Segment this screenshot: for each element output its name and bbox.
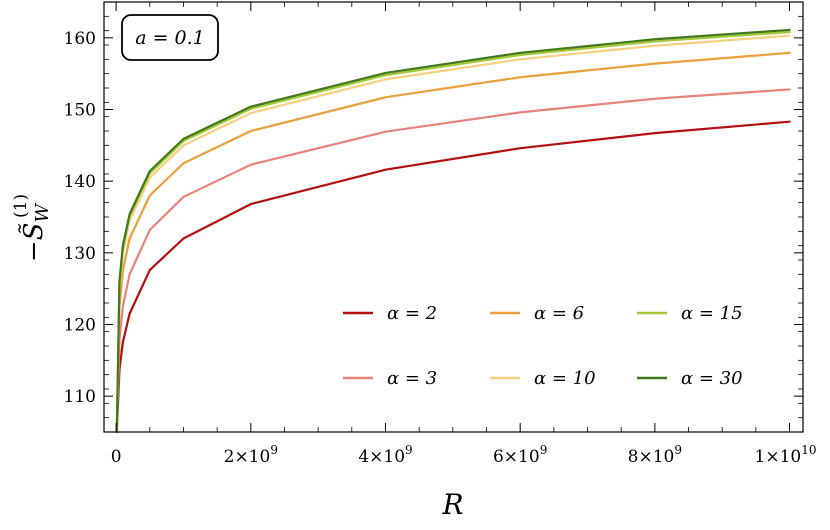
y-tick-label: 120 bbox=[64, 316, 96, 336]
annotation-text: a = 0.1 bbox=[135, 27, 205, 49]
series-line-1 bbox=[115, 120, 791, 434]
x-tick-label: 8×109 bbox=[628, 443, 682, 467]
legend: α = 2 α = 3 α = 6 α = 10 α = 15 α = 30 bbox=[343, 303, 743, 389]
y-axis-title-main: −S̃ bbox=[18, 223, 49, 263]
legend-entry-2: α = 3 bbox=[343, 368, 437, 389]
annotation-frame bbox=[121, 14, 219, 61]
y-axis-title: −S̃W(1) bbox=[11, 194, 53, 262]
x-tick-label: 4×109 bbox=[358, 443, 412, 467]
y-tick-label: 110 bbox=[64, 387, 96, 407]
annotation-box: a = 0.1 bbox=[121, 14, 219, 61]
legend-label: α = 3 bbox=[387, 368, 437, 389]
legend-label: α = 10 bbox=[534, 368, 596, 389]
legend-entry-5: α = 15 bbox=[637, 303, 743, 324]
legend-label: α = 6 bbox=[534, 303, 584, 324]
x-tick-label: 6×109 bbox=[493, 443, 547, 467]
y-tick-label: 160 bbox=[64, 29, 96, 49]
x-tick-label: 2×109 bbox=[224, 443, 278, 467]
series-curves bbox=[115, 28, 791, 434]
legend-entry-6: α = 30 bbox=[637, 368, 743, 389]
series-line-3 bbox=[115, 51, 791, 434]
y-axis-title-sup: (1) bbox=[11, 194, 31, 218]
series-line-2 bbox=[115, 88, 791, 434]
legend-label: α = 2 bbox=[387, 303, 437, 324]
x-tick-label: 1×1010 bbox=[755, 443, 817, 467]
y-axis-title-sub: W bbox=[32, 203, 53, 223]
legend-label: α = 30 bbox=[681, 368, 743, 389]
series-line-6 bbox=[115, 28, 791, 434]
x-tick-label: 0 bbox=[111, 447, 122, 467]
tick-labels: 0 2×109 4×109 6×109 8×109 1×1010 110 120 130 140 1… bbox=[64, 29, 817, 467]
legend-label: α = 15 bbox=[681, 303, 743, 324]
legend-entry-1: α = 2 bbox=[343, 303, 437, 324]
y-tick-label: 150 bbox=[64, 101, 96, 121]
y-tick-label: 130 bbox=[64, 244, 96, 264]
x-axis-title: R bbox=[441, 488, 463, 521]
plot-frame bbox=[103, 1, 804, 433]
axis-ticks bbox=[104, 1, 803, 433]
svg-text:−S̃W(1): −S̃W(1) bbox=[11, 194, 53, 262]
legend-entry-3: α = 6 bbox=[490, 303, 584, 324]
y-tick-label: 140 bbox=[64, 172, 96, 192]
legend-entry-4: α = 10 bbox=[490, 368, 596, 389]
